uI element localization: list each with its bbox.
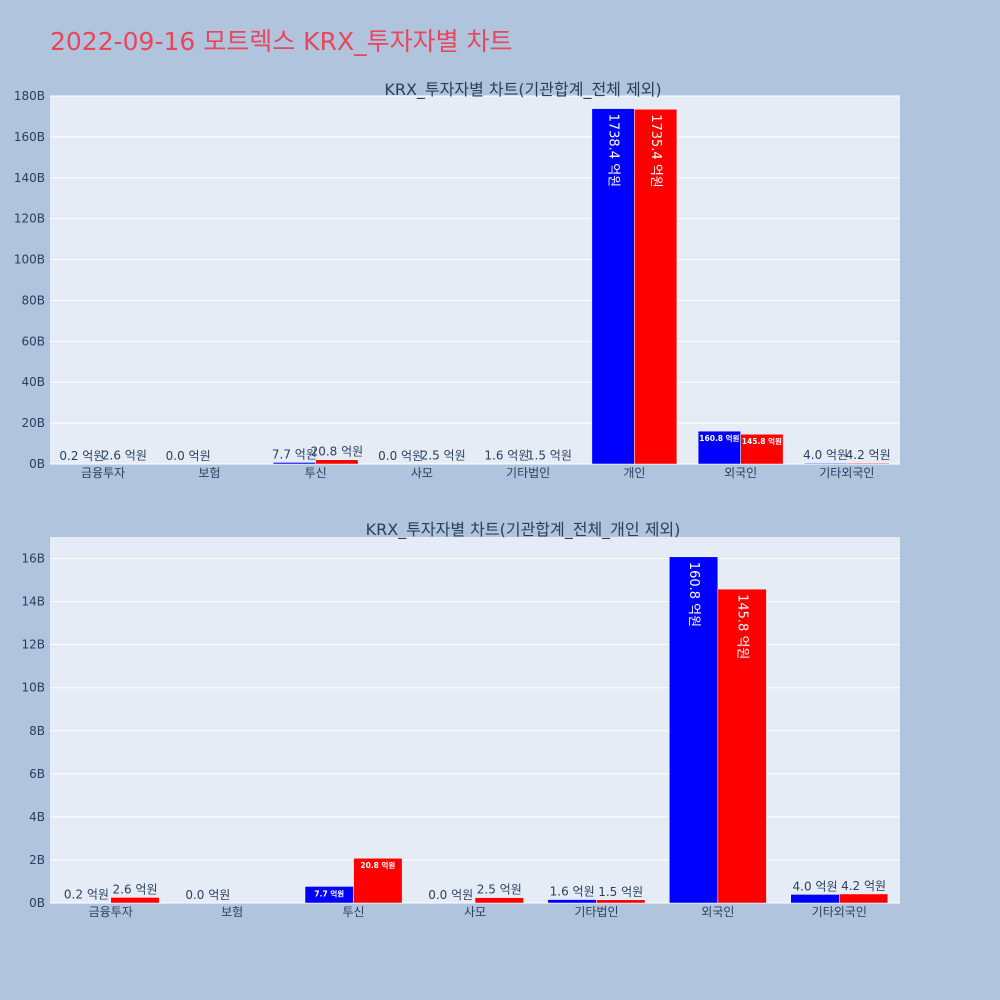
bar — [353, 857, 403, 904]
bar — [846, 462, 890, 465]
data-label: 7.7 억원 — [314, 888, 344, 898]
data-label: 1735.4 억원 — [648, 114, 663, 188]
chart-title: KRX_투자자별 차트(기관합계_전체 제외) — [384, 80, 661, 100]
data-label: 2.6 억원 — [113, 882, 158, 896]
bar — [790, 894, 840, 904]
data-label: 1738.4 억원 — [606, 114, 621, 188]
bar — [669, 556, 719, 904]
y-tick-label: 140B — [14, 171, 45, 185]
bar — [804, 462, 848, 465]
x-tick-label: 기타외국인 — [812, 905, 867, 919]
bar — [717, 588, 767, 904]
y-tick-label: 100B — [14, 253, 45, 267]
bar — [591, 108, 635, 465]
data-label: 2.6 억원 — [102, 448, 147, 462]
bar — [547, 899, 597, 904]
chart-title: KRX_투자자별 차트(기관합계_전체_개인 제외) — [366, 520, 681, 540]
bar — [110, 897, 160, 904]
y-tick-label: 4B — [29, 810, 45, 824]
x-tick-label: 투신 — [343, 905, 365, 919]
y-tick-label: 12B — [21, 638, 45, 652]
bar — [421, 463, 465, 465]
x-tick-label: 투신 — [305, 466, 327, 480]
y-tick-label: 6B — [29, 767, 45, 781]
data-label: 1.6 억원 — [484, 449, 529, 463]
bar — [272, 462, 316, 465]
bar — [839, 893, 889, 904]
chart-institution-excluded: 0B 20B 40B 60B 80B 100B 120B 140B 160B 180B KRX_투자… — [14, 80, 900, 480]
data-label: 0.2 억원 — [59, 449, 104, 463]
chart-institution-individual-excluded: 0B 2B 4B 6B 8B 10B 12B 14B 16B KRX_투자자별 차트(기관합계_전… — [21, 520, 900, 919]
y-tick-label: 0B — [29, 896, 45, 910]
x-tick-label: 사모 — [411, 466, 433, 480]
data-label: 160.8 억원 — [699, 433, 739, 443]
x-tick-label: 보험 — [198, 466, 220, 480]
bar — [596, 899, 646, 904]
data-label: 0.0 억원 — [428, 888, 473, 902]
bar — [474, 897, 524, 904]
data-label: 4.0 억원 — [793, 879, 838, 893]
data-label: 1.5 억원 — [527, 449, 572, 463]
bar — [102, 463, 146, 465]
y-tick-label: 180B — [14, 89, 45, 103]
y-tick-label: 14B — [21, 595, 45, 609]
x-tick-label: 금융투자 — [81, 466, 125, 480]
plot-area — [50, 537, 900, 903]
y-tick-label: 0B — [29, 457, 45, 471]
data-label: 1.5 억원 — [598, 885, 643, 899]
y-tick-label: 16B — [21, 552, 45, 566]
y-tick-label: 10B — [21, 681, 45, 695]
bar — [634, 108, 678, 465]
data-label: 4.0 억원 — [803, 448, 848, 462]
x-tick-label: 보험 — [221, 905, 243, 919]
data-label: 0.2 억원 — [64, 888, 109, 902]
x-tick-label: 기타외국인 — [819, 466, 874, 480]
bar — [315, 459, 359, 465]
y-tick-label: 8B — [29, 724, 45, 738]
data-label: 4.2 억원 — [841, 879, 886, 893]
data-label: 7.7 억원 — [272, 447, 317, 461]
y-tick-label: 160B — [14, 130, 45, 144]
data-label: 0.0 억원 — [166, 449, 211, 463]
x-tick-label: 금융투자 — [89, 905, 133, 919]
x-tick-label: 기타법인 — [574, 905, 618, 919]
data-label: 4.2 억원 — [846, 448, 891, 462]
y-tick-label: 60B — [21, 334, 45, 348]
data-label: 0.0 억원 — [185, 888, 230, 902]
page-title: 2022-09-16 모트렉스 KRX_투자자별 차트 — [50, 27, 513, 56]
x-tick-label: 개인 — [623, 466, 645, 480]
data-label: 160.8 억원 — [686, 562, 701, 627]
plot-area — [50, 96, 900, 464]
x-tick-label: 사모 — [464, 905, 486, 919]
data-label: 145.8 억원 — [735, 594, 750, 659]
data-label: 0.0 억원 — [378, 449, 423, 463]
data-label: 20.8 억원 — [360, 860, 395, 870]
data-label: 2.5 억원 — [477, 883, 522, 897]
data-label: 2.5 억원 — [421, 448, 466, 462]
x-tick-label: 외국인 — [701, 905, 734, 919]
x-tick-label: 기타법인 — [506, 466, 550, 480]
data-label: 1.6 억원 — [550, 885, 595, 899]
data-label: 20.8 억원 — [311, 445, 364, 459]
bar — [740, 433, 784, 465]
x-tick-label: 외국인 — [724, 466, 757, 480]
y-tick-label: 80B — [21, 293, 45, 307]
y-tick-label: 120B — [14, 212, 45, 226]
y-tick-label: 2B — [29, 853, 45, 867]
y-tick-label: 20B — [21, 416, 45, 430]
bar — [697, 430, 741, 465]
data-label: 145.8 억원 — [742, 436, 782, 446]
y-tick-label: 40B — [21, 375, 45, 389]
